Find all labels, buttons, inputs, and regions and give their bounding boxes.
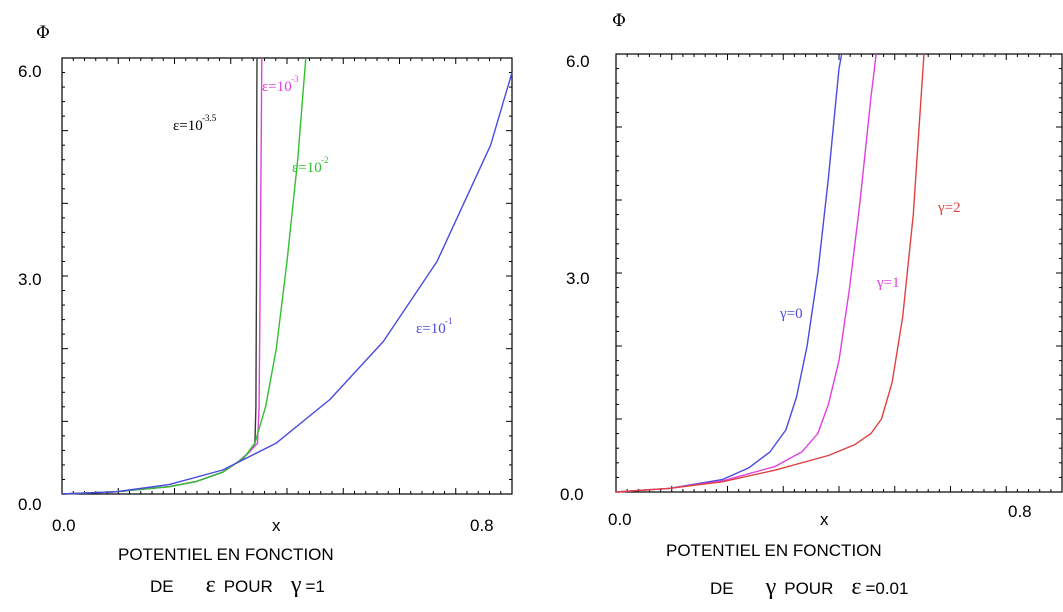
right-x-tick-0: 0.0: [608, 510, 632, 529]
right-caption-line2: DE γ POUR ε =0.01: [710, 574, 908, 600]
right-x-tick-08: 0.8: [1008, 502, 1032, 521]
series-line-1: [615, 53, 877, 493]
left-chart: Φ ε=10 -3.5ε=10 -3ε=10 -2ε=10 -1 6.0 3.0 0.0…: [18, 23, 513, 598]
left-y-axis-title: Φ: [36, 23, 50, 43]
left-caption-line2: DE ε POUR γ =1: [150, 572, 325, 598]
right-caption-line1: POTENTIEL EN FONCTION: [666, 541, 882, 560]
right-x-axis-label: x: [820, 510, 829, 529]
right-plot-frame: [615, 53, 1063, 493]
series-label-3: ε=10: [416, 321, 446, 337]
left-y-tick-3: 3.0: [18, 270, 42, 289]
series-label-exponent-1: -3: [291, 74, 299, 84]
series-label-1: γ=1: [876, 275, 900, 291]
left-x-tick-0: 0.0: [52, 516, 76, 535]
left-caption-gamma: γ: [290, 572, 302, 598]
series-line-2: [615, 53, 925, 493]
right-curves: γ=0 γ=1 γ=2: [615, 53, 961, 493]
left-caption-epsilon: ε: [206, 572, 216, 598]
right-caption-epsilon: ε: [851, 574, 861, 600]
series-line-3: [61, 72, 513, 495]
left-y-tick-6: 6.0: [18, 62, 42, 81]
series-label-0: ε=10: [173, 118, 203, 134]
left-caption-de: DE: [150, 577, 174, 596]
left-plot-frame: [61, 57, 513, 495]
left-y-tick-0: 0.0: [18, 495, 42, 514]
right-caption-suffix: =0.01: [865, 579, 908, 598]
left-caption-suffix: =1: [305, 577, 324, 596]
left-caption-line1: POTENTIEL EN FONCTION: [118, 545, 334, 564]
right-y-tick-0: 0.0: [560, 485, 584, 504]
series-label-1: ε=10: [262, 79, 292, 95]
right-caption-gamma: γ: [765, 574, 777, 600]
right-y-tick-3: 3.0: [566, 269, 590, 288]
right-chart: Φ γ=0 γ=1 γ=2 6.0 3.0 0.0 0.0 0.8 x POTENT…: [560, 11, 1063, 600]
right-caption-de: DE: [710, 579, 734, 598]
left-x-tick-08: 0.8: [470, 516, 494, 535]
left-curves: ε=10 -3.5ε=10 -3ε=10 -2ε=10 -1: [61, 57, 513, 495]
series-label-exponent-0: -3.5: [202, 113, 217, 123]
right-y-tick-6: 6.0: [566, 52, 590, 71]
series-label-0: γ=0: [779, 306, 803, 322]
series-label-2: ε=10: [292, 160, 322, 176]
series-label-2: γ=2: [937, 200, 961, 216]
right-caption-pour: POUR: [784, 579, 833, 598]
series-label-exponent-3: -1: [445, 316, 453, 326]
left-ticks: [61, 57, 513, 495]
series-line-0: [61, 57, 258, 495]
series-label-exponent-2: -2: [321, 155, 329, 165]
right-ticks: [615, 53, 1063, 493]
left-x-axis-label: x: [272, 516, 281, 535]
series-line-2: [61, 57, 307, 495]
right-y-axis-title: Φ: [612, 11, 626, 31]
series-line-0: [615, 53, 843, 493]
series-line-1: [61, 57, 263, 495]
left-caption-pour: POUR: [224, 577, 273, 596]
